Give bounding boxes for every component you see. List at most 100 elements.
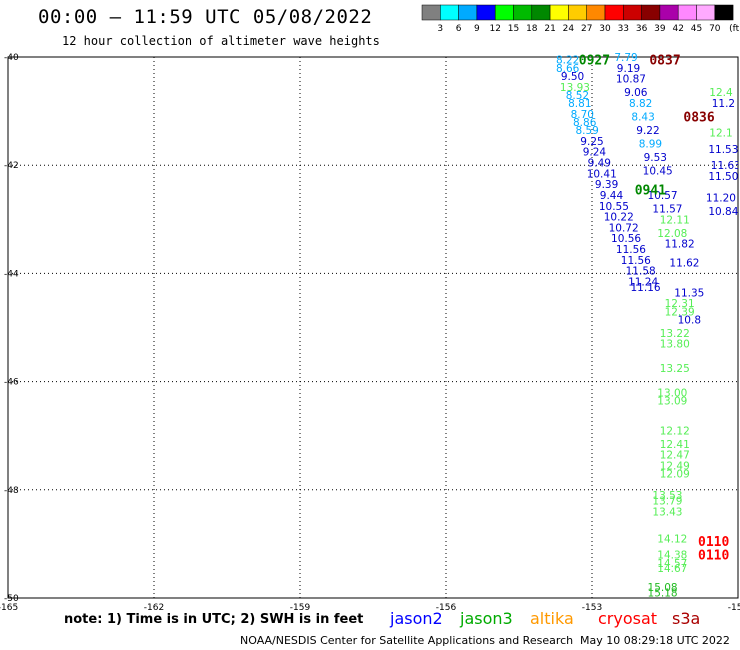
wave-height-label: 11.16 — [631, 282, 661, 294]
wave-height-label: 12.08 — [657, 228, 687, 240]
wave-height-label: 11.56 — [621, 255, 651, 267]
wave-height-label: 12.47 — [660, 450, 690, 462]
y-tick-label: -40 — [4, 53, 19, 63]
wave-height-label: 8.86 — [573, 117, 597, 129]
wave-height-label: 11.2 — [712, 98, 735, 110]
y-tick-label: -48 — [4, 486, 19, 496]
colorbar-label: 27 — [581, 24, 592, 34]
x-tick-label: -153 — [582, 603, 602, 613]
y-tick-label: -46 — [4, 378, 19, 388]
wave-height-label: 10.87 — [616, 74, 646, 86]
colorbar-label: 18 — [526, 24, 538, 34]
wave-height-label: 13.00 — [657, 387, 687, 399]
wave-height-label: 14.12 — [657, 533, 687, 545]
pass-time-label: 0836 — [683, 111, 714, 126]
wave-height-label: 11.53 — [708, 144, 738, 156]
wave-height-label: 14.67 — [657, 563, 687, 575]
wave-height-label: 10.55 — [599, 201, 629, 213]
wave-height-label: 10.45 — [643, 166, 673, 178]
colorbar-swatch — [494, 4, 514, 21]
wave-height-label: 10.72 — [609, 222, 639, 234]
chart-subtitle: 12 hour collection of altimeter wave hei… — [62, 34, 380, 48]
wave-height-label: 8.59 — [575, 125, 598, 137]
wave-height-label: 11.63 — [711, 160, 740, 172]
colorbar-swatch — [586, 4, 606, 21]
wave-height-label: 11.62 — [669, 258, 699, 270]
colorbar-swatch — [568, 4, 587, 21]
wave-height-label: 8.82 — [629, 98, 652, 110]
colorbar-swatch — [531, 4, 551, 21]
colorbar-swatch — [623, 4, 642, 21]
x-tick-label: -162 — [144, 603, 164, 613]
colorbar-label: 70 — [709, 24, 721, 34]
wave-height-label: 9.25 — [580, 136, 603, 148]
wave-height-label: 11.24 — [628, 277, 658, 289]
legend-cryosat: cryosat — [598, 609, 658, 628]
x-tick-label: -159 — [290, 603, 311, 613]
colorbar-label: 3 — [437, 24, 443, 34]
x-tick-label: -150 — [728, 603, 740, 613]
wave-height-label: 8.81 — [568, 98, 591, 110]
colorbar-label: 9 — [474, 24, 480, 34]
wave-height-label: 12.39 — [665, 306, 695, 318]
footer-note: note: 1) Time is in UTC; 2) SWH is in fe… — [64, 612, 364, 627]
wave-height-label: 9.19 — [617, 63, 640, 75]
wave-height-label: 9.06 — [624, 87, 648, 99]
wave-height-label: 10.8 — [678, 314, 701, 326]
wave-height-label: 8.99 — [639, 139, 662, 151]
colorbar-label: 30 — [599, 24, 611, 34]
colorbar-label: 45 — [691, 24, 702, 34]
y-tick-label: -42 — [4, 161, 19, 171]
wave-height-label: 11.35 — [674, 287, 704, 299]
wave-height-label: 8.70 — [571, 109, 594, 121]
colorbar-swatch — [440, 4, 459, 21]
wave-height-label: 11.20 — [706, 193, 736, 205]
pass-time-label: 0941 — [635, 184, 666, 199]
wave-height-label: 9.53 — [644, 152, 667, 164]
wave-height-label: 10.84 — [708, 206, 738, 218]
wave-height-label: 11.57 — [652, 203, 682, 215]
colorbar-swatch — [714, 4, 734, 21]
colorbar-swatch — [458, 4, 478, 21]
wave-height-label: 12.09 — [660, 469, 690, 481]
wave-height-label: 13.25 — [660, 363, 690, 375]
colorbar-label: 6 — [456, 24, 462, 34]
colorbar-swatch — [513, 4, 533, 21]
credit-line: NOAA/NESDIS Center for Satellite Applica… — [240, 634, 574, 647]
wave-height-label: 9.22 — [636, 125, 659, 137]
colorbar-label: 12 — [489, 24, 500, 34]
wave-height-label: 10.41 — [587, 168, 617, 180]
wave-height-label: 9.24 — [583, 147, 607, 159]
y-tick-label: -44 — [4, 269, 19, 279]
plot-frame — [7, 56, 739, 599]
pass-time-label: 0110 — [698, 535, 729, 550]
wave-height-label: 12.49 — [660, 460, 690, 472]
wave-height-label: 9.44 — [600, 190, 624, 202]
colorbar-swatch — [677, 4, 697, 21]
wave-height-label: 11.50 — [708, 171, 738, 183]
wave-height-label: 13.09 — [657, 396, 687, 408]
wave-height-label: 9.50 — [561, 71, 584, 83]
y-tick-label: -50 — [4, 594, 19, 604]
wave-height-label: 12.4 — [709, 87, 733, 99]
legend-s3a: s3a — [672, 609, 701, 628]
wave-height-label: 15.18 — [648, 588, 678, 600]
legend-jason3: jason3 — [460, 609, 513, 628]
timestamp: May 10 08:29:18 UTC 2022 — [580, 634, 730, 647]
colorbar-swatch — [421, 4, 441, 21]
colorbar-swatch — [549, 4, 569, 21]
wave-height-label: 8.52 — [566, 90, 589, 102]
wave-height-label: 8.22 — [556, 55, 579, 67]
colorbar-label: 42 — [672, 24, 683, 34]
wave-height-label: 8.66 — [556, 63, 580, 75]
wave-height-label: 10.56 — [611, 233, 641, 245]
wave-height-label: 14.38 — [657, 550, 687, 562]
pass-time-label: 0837 — [649, 54, 680, 69]
colorbar-unit: (ft) — [729, 24, 740, 34]
legend-jason2: jason2 — [390, 609, 443, 628]
wave-height-label: 13.22 — [660, 328, 690, 340]
pass-time-label: 0110 — [698, 549, 729, 564]
colorbar-swatch — [696, 4, 716, 21]
